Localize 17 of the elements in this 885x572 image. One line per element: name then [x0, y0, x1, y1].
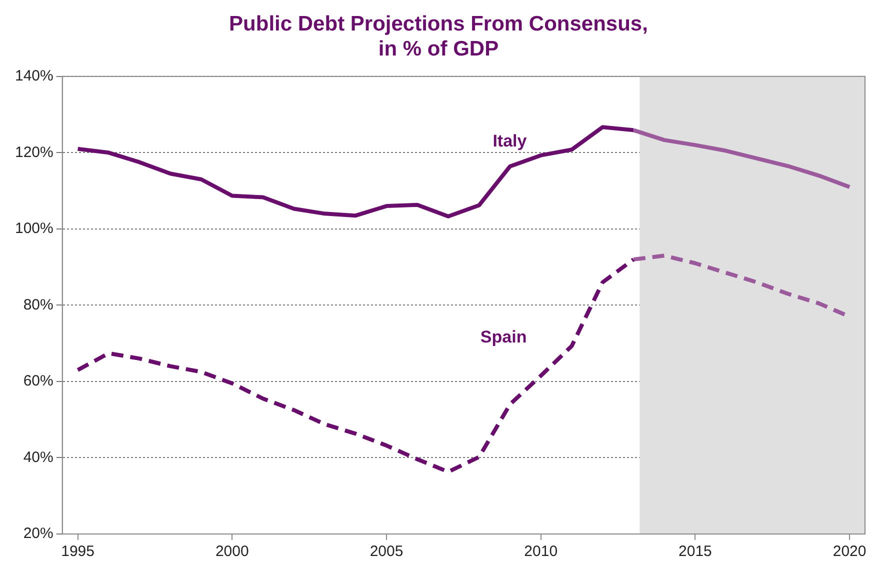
x-tick-label: 2015 [678, 543, 712, 560]
x-tick-label: 2005 [370, 543, 404, 560]
chart-title: Public Debt Projections From Consensus, in % of GDP [229, 12, 648, 61]
y-tick-label: 100% [14, 220, 54, 238]
y-tick-label: 80% [23, 296, 54, 314]
x-tick-label: 2000 [215, 543, 249, 560]
y-tick-label: 40% [23, 448, 54, 466]
x-tick-label: 1995 [61, 543, 94, 560]
y-tick-label: 60% [23, 372, 54, 390]
series-label: Spain [480, 328, 527, 347]
y-tick-label: 120% [14, 144, 54, 161]
y-tick-label: 140% [14, 68, 54, 85]
series-label: Italy [492, 131, 528, 150]
line-series [76, 257, 636, 474]
x-tick-label: 2020 [832, 543, 866, 560]
y-tick-label: 20% [23, 525, 54, 542]
x-tick-label: 2010 [524, 543, 558, 560]
